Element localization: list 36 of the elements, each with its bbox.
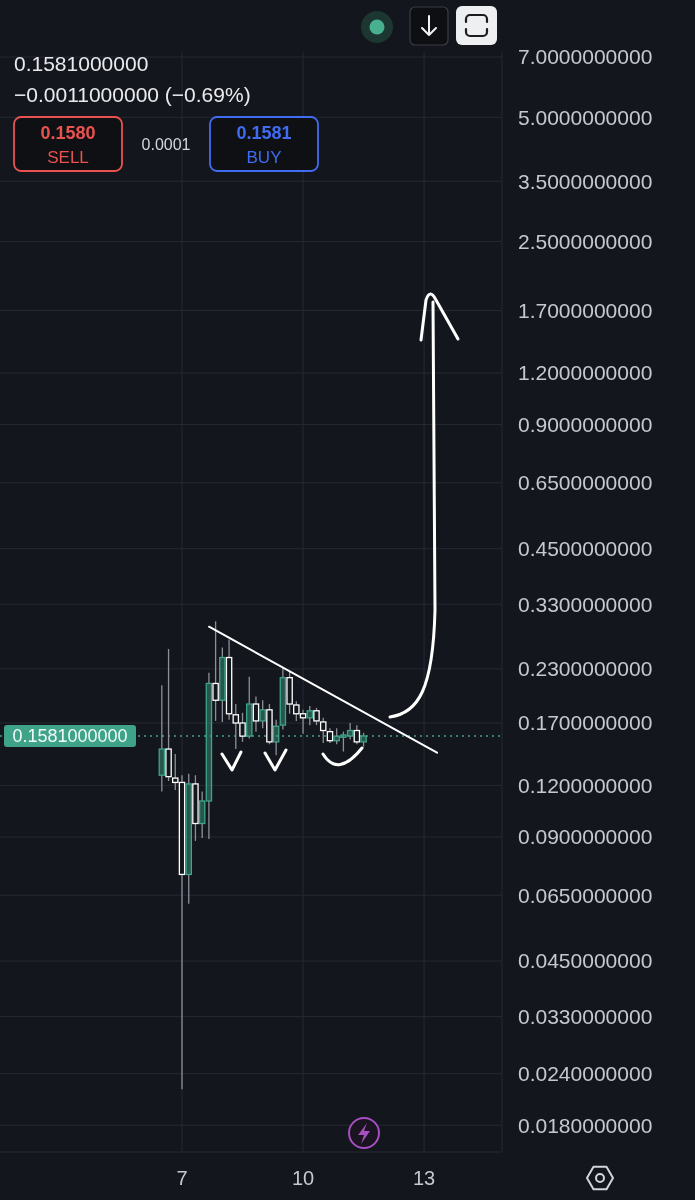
y-tick-label: 0.9000000000 [518,412,653,436]
y-tick-label: 0.0450000000 [518,949,653,973]
x-tick-label: 10 [291,1167,315,1189]
y-tick-label: 3.5000000000 [518,169,653,193]
y-tick-label: 1.7000000000 [518,298,653,322]
candlestick [272,719,280,756]
candlestick [252,695,260,733]
x-tick-label: 7 [176,1167,188,1189]
y-tick-label: 0.0900000000 [518,825,653,849]
y-tick-label: 0.2300000000 [518,657,653,681]
y-tick-label: 1.2000000000 [518,361,653,385]
annotation: 0.1581000000 [14,52,149,76]
y-tick-label: 7.0000000000 [518,45,653,69]
candlestick [205,672,213,840]
x-tick-label: 13 [412,1167,436,1189]
y-tick-label: 0.0180000000 [518,1113,653,1137]
y-tick-label: 0.4500000000 [518,536,653,560]
annotation: 0.1580 [40,123,96,144]
y-tick-label: 5.0000000000 [518,105,653,129]
y-tick-label: 0.0330000000 [518,1004,653,1028]
annotation: 0.0001 [141,135,191,153]
y-tick-label: 0.0240000000 [518,1062,653,1086]
annotation: 0.1581 [236,123,292,144]
candlestick [279,667,287,731]
y-tick-label: 0.1200000000 [518,773,653,797]
y-tick-label: 0.6500000000 [518,471,653,495]
candlestick [326,727,334,744]
annotation: SELL [47,147,89,167]
candlestick [225,638,233,721]
annotation: BUY [246,147,282,167]
y-tick-label: 2.5000000000 [518,229,653,253]
y-tick-label: 0.3300000000 [518,592,653,616]
y-tick-label: 0.1700000000 [518,711,653,735]
annotation: −0.0011000000 (−0.69%) [14,83,251,107]
y-tick-label: 0.0650000000 [518,883,653,907]
ref-line-label: 0.1581000000 [12,726,128,747]
